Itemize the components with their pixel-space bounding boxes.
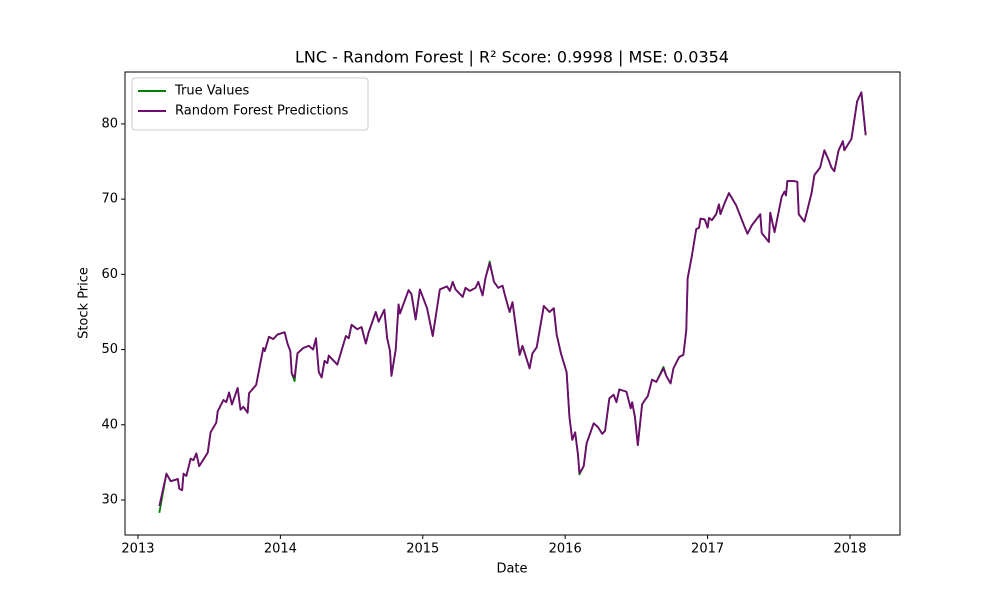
axes-frame [124, 71, 901, 536]
legend-label: Random Forest Predictions [175, 104, 349, 119]
y-tick-label: 40 [101, 417, 118, 432]
y-tick-label: 50 [101, 342, 118, 357]
legend-label: True Values [174, 84, 249, 99]
chart-title: LNC - Random Forest | R² Score: 0.9998 |… [295, 48, 729, 67]
x-tick-label: 2013 [121, 542, 154, 557]
series-line [158, 91, 867, 507]
y-tick-label: 70 [101, 192, 118, 207]
x-tick-label: 2015 [406, 542, 439, 557]
y-tick-label: 30 [101, 493, 118, 508]
y-axis-label: Stock Price [77, 267, 92, 339]
legend-box [131, 77, 369, 131]
x-tick-label: 2018 [833, 542, 866, 557]
y-tick-label: 80 [101, 116, 118, 131]
x-tick-label: 2017 [691, 542, 724, 557]
x-tick-label: 2016 [549, 542, 582, 557]
y-tick-label: 60 [101, 267, 118, 282]
x-tick-label: 2014 [264, 542, 297, 557]
x-axis-label: Date [496, 562, 527, 577]
